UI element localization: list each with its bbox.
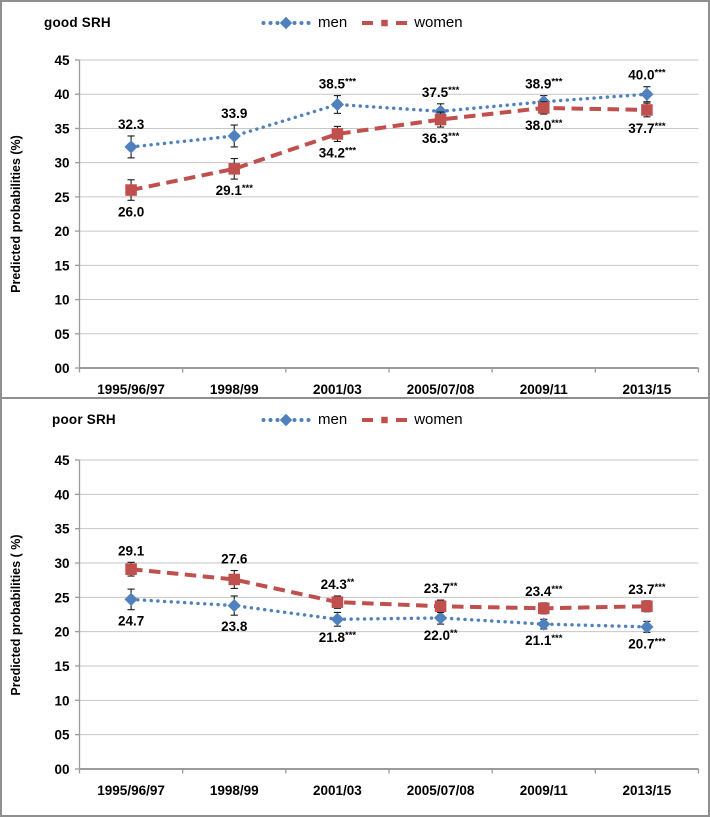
svg-text:10: 10 [54,293,69,308]
svg-text:2001/03: 2001/03 [313,783,362,798]
svg-text:2005/07/08: 2005/07/08 [407,783,475,798]
svg-text:2009/11: 2009/11 [520,783,569,798]
svg-text:2013/15: 2013/15 [623,382,672,397]
svg-text:38.5***: 38.5*** [319,77,357,92]
svg-text:35: 35 [54,121,70,136]
legend-label-men: men [318,14,348,31]
svg-text:1998/99: 1998/99 [210,382,259,397]
svg-text:36.3***: 36.3*** [422,131,460,146]
svg-text:35: 35 [54,522,70,537]
chart-panel-poor-srh: poor SRH men women Predicted probabiliti… [2,399,708,815]
women-series-marker-icon [362,416,408,423]
svg-text:23.4***: 23.4*** [525,584,563,599]
svg-text:20.7***: 20.7*** [628,636,666,651]
men-series-marker-icon [261,413,311,426]
svg-text:2009/11: 2009/11 [520,382,569,397]
svg-text:1995/96/97: 1995/96/97 [97,783,165,798]
svg-text:26.0: 26.0 [118,204,144,219]
svg-text:10: 10 [54,693,69,708]
chart-header: good SRH men women [2,2,708,46]
svg-text:37.5***: 37.5*** [422,85,460,100]
svg-text:27.6: 27.6 [221,552,248,567]
women-series-marker-icon [362,19,408,26]
svg-text:15: 15 [54,659,70,674]
svg-text:23.7***: 23.7*** [628,582,666,597]
svg-text:32.3: 32.3 [118,117,145,132]
svg-text:33.9: 33.9 [221,106,247,121]
svg-text:30: 30 [54,556,69,571]
svg-text:1998/99: 1998/99 [210,783,259,798]
svg-text:20: 20 [54,224,69,239]
svg-text:34.2***: 34.2*** [319,145,357,160]
svg-text:00: 00 [54,361,69,376]
svg-text:05: 05 [54,327,70,342]
svg-text:45: 45 [54,53,70,68]
men-series-marker-icon [261,16,311,29]
svg-text:29.1: 29.1 [118,543,145,558]
legend-label-women: women [414,411,463,428]
legend-item-men: men [260,14,347,31]
chart-panel-good-srh: good SRH men women Predicted probabiliti… [2,2,708,399]
y-axis-title: Predicted probabilities (%) [9,135,23,293]
svg-text:23.8: 23.8 [221,619,248,634]
svg-text:38.0***: 38.0*** [525,118,563,133]
svg-text:15: 15 [54,258,70,273]
svg-text:37.7***: 37.7*** [628,121,666,136]
chart-title: poor SRH [52,412,116,427]
chart-title: good SRH [44,15,111,30]
svg-text:25: 25 [54,590,70,605]
y-axis-title: Predicted probabilities ( %) [9,534,23,696]
svg-text:40: 40 [54,487,69,502]
svg-text:21.8***: 21.8*** [319,630,357,645]
svg-text:22.0**: 22.0** [424,628,458,643]
svg-text:24.7: 24.7 [118,614,144,629]
svg-text:00: 00 [54,762,69,777]
svg-text:29.1***: 29.1*** [216,183,254,198]
legend-item-women: women [362,411,463,428]
svg-text:30: 30 [54,156,69,171]
legend-label-women: women [414,14,463,31]
legend-item-women: women [362,14,463,31]
plot-area-poor-srh: 00 05 10 15 20 25 30 35 40 45 1995/96/97 1998/99 200… [54,453,700,798]
svg-text:20: 20 [54,625,69,640]
svg-text:2005/07/08: 2005/07/08 [407,382,475,397]
svg-text:2001/03: 2001/03 [313,382,362,397]
chart-header: poor SRH men women [2,399,708,443]
plot-area-good-srh: 00 05 10 15 20 25 30 35 40 45 1995/96/97 1998/99 200… [54,53,700,397]
svg-text:2013/15: 2013/15 [623,783,672,798]
legend-label-men: men [318,411,348,428]
svg-text:40.0***: 40.0*** [628,68,666,83]
svg-text:23.7**: 23.7** [424,581,458,596]
svg-text:40: 40 [54,87,69,102]
svg-text:05: 05 [54,728,70,743]
svg-text:1995/96/97: 1995/96/97 [97,382,165,397]
legend-item-men: men [260,411,347,428]
svg-text:25: 25 [54,190,70,205]
svg-text:24.3**: 24.3** [321,577,355,592]
legend: men women [260,411,463,428]
svg-text:38.9***: 38.9*** [525,77,563,92]
legend: men women [260,14,463,31]
svg-text:21.1***: 21.1*** [525,633,563,648]
svg-text:45: 45 [54,453,70,468]
